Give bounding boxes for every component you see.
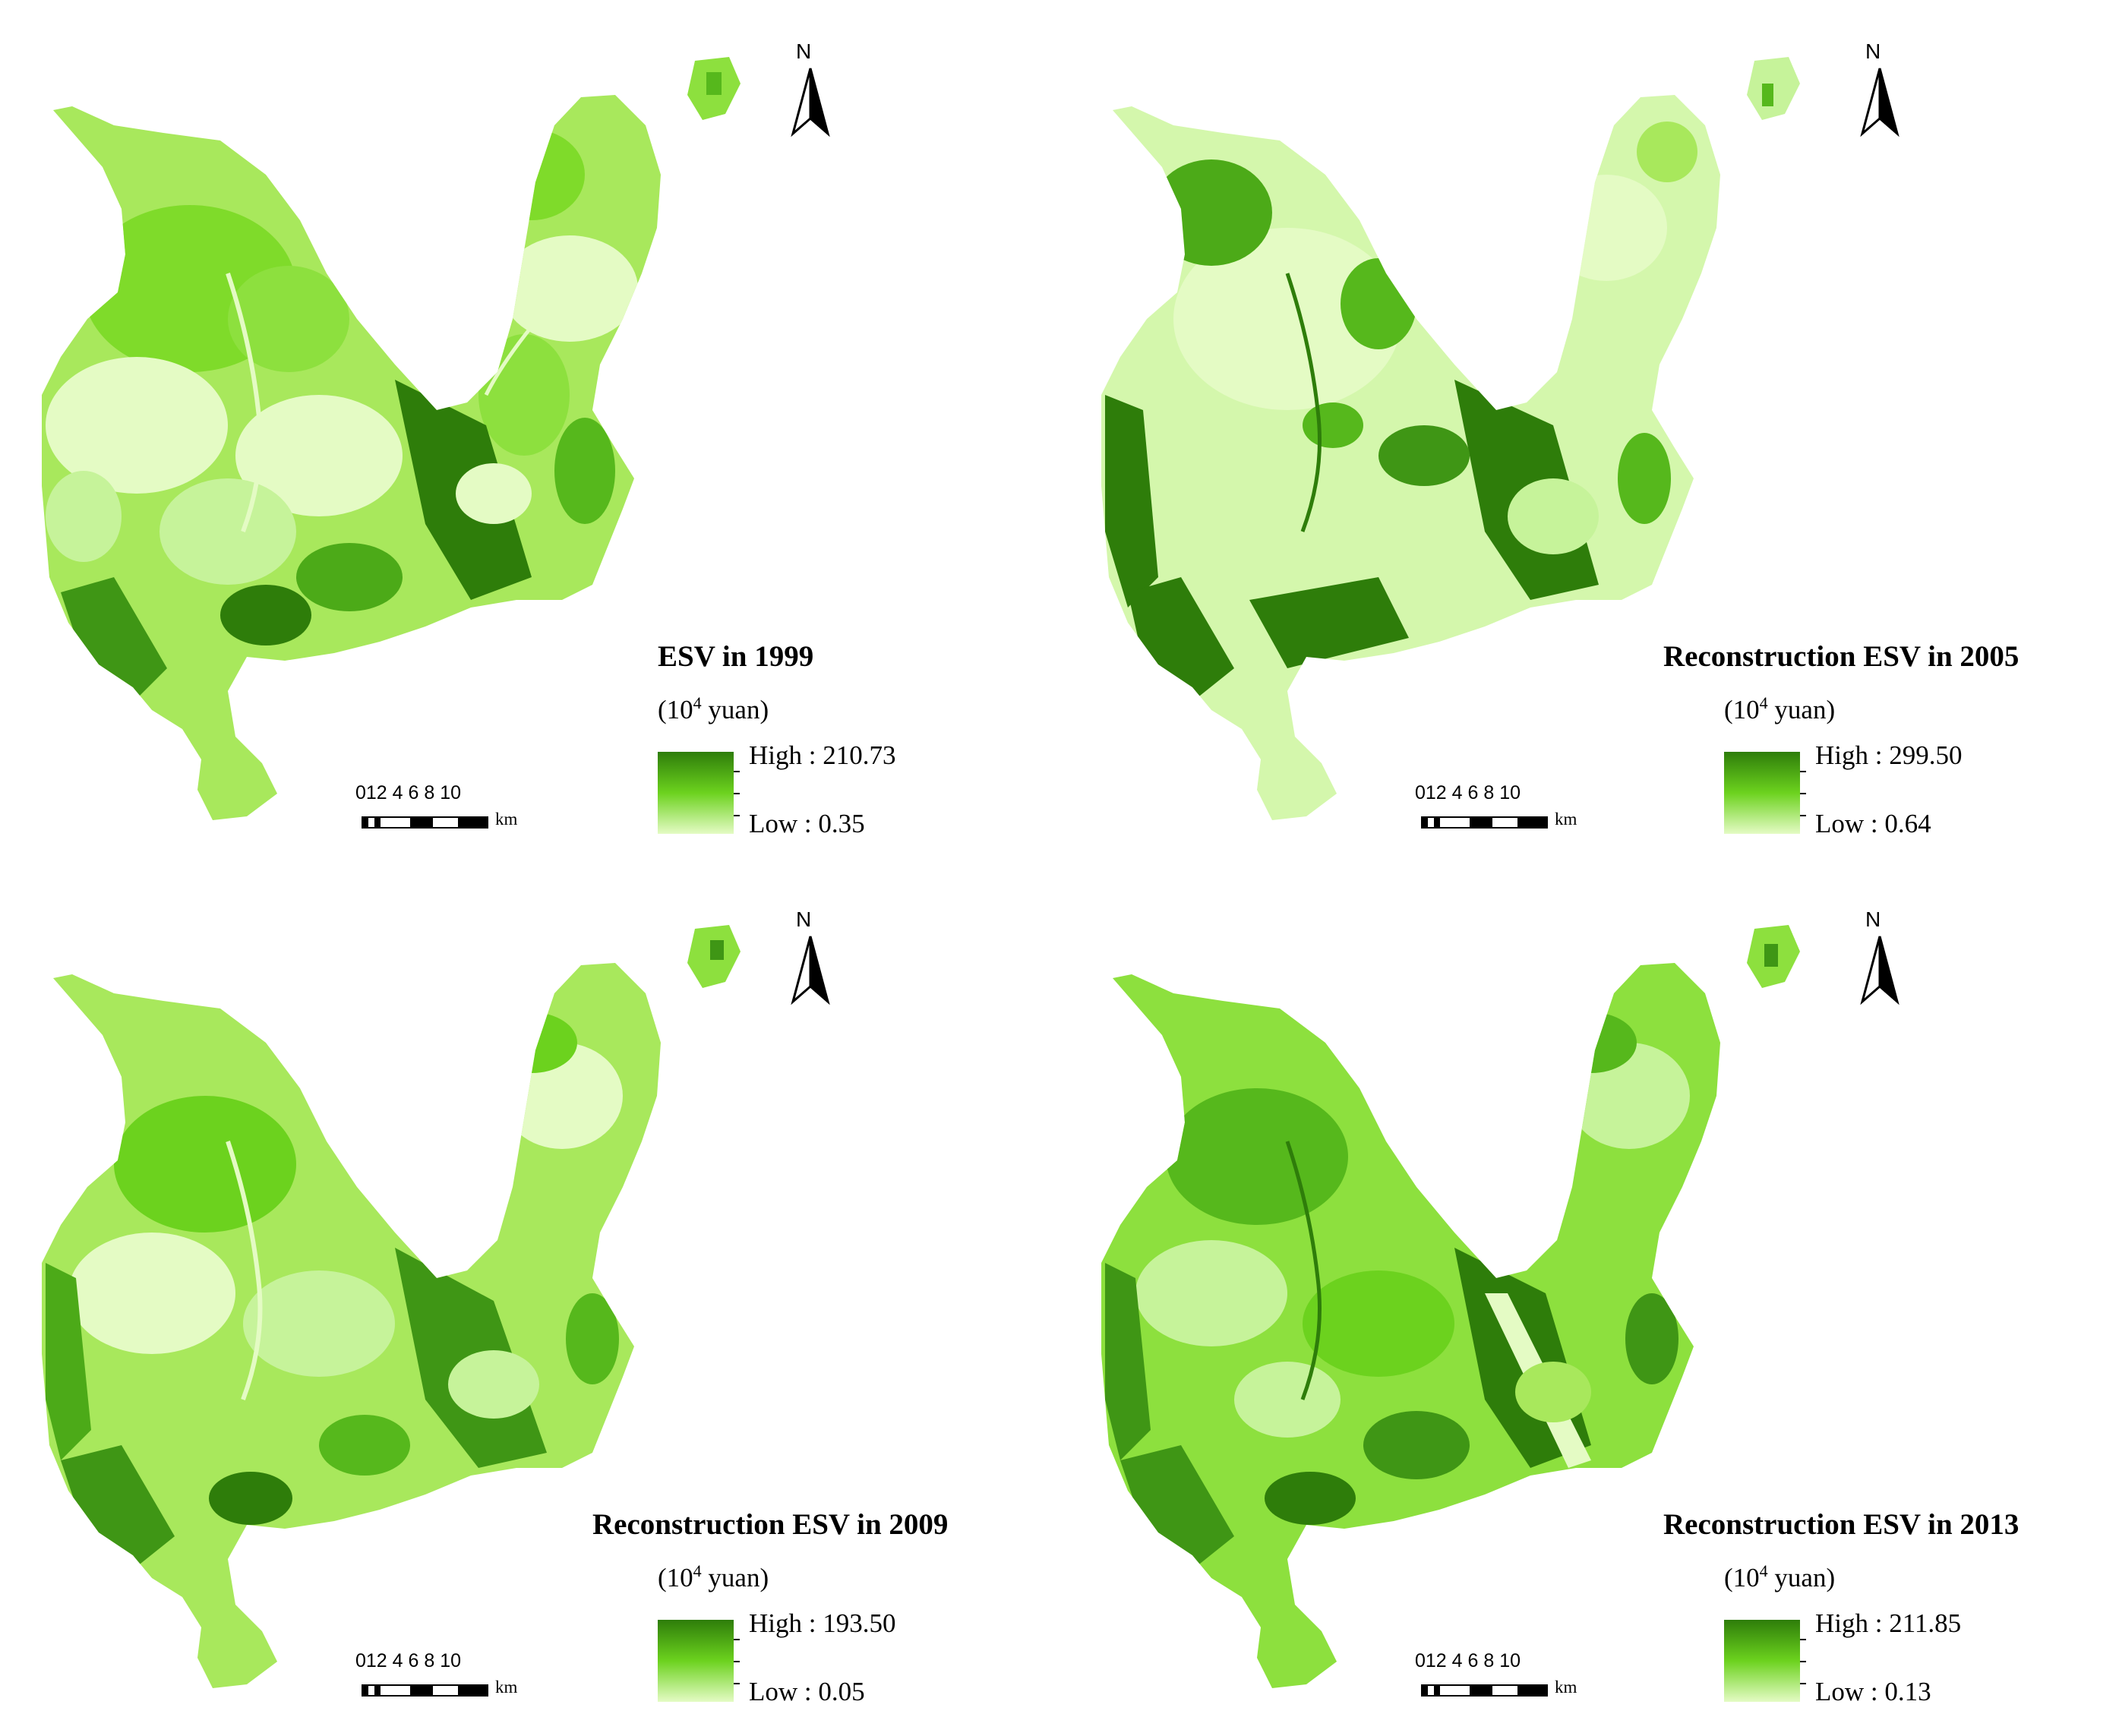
map-islet-2009 <box>687 925 741 988</box>
scale-unit: km <box>495 810 518 829</box>
scale-unit: km <box>1555 810 1577 829</box>
map-body-2009 <box>42 963 661 1688</box>
legend-unit: (104 yuan) <box>658 693 769 724</box>
legend-color-ramp <box>658 752 740 834</box>
legend-color-ramp <box>1724 1620 1806 1702</box>
scale-bar-labels: 012 4 6 8 10 <box>1415 1650 1521 1671</box>
legend-unit: (104 yuan) <box>658 1561 769 1592</box>
scale-unit: km <box>495 1678 518 1697</box>
map-body-1999 <box>42 95 661 820</box>
legend-high-value: High : 193.50 <box>749 1608 896 1638</box>
legend-high-value: High : 210.73 <box>749 740 896 770</box>
legend-high-value: High : 299.50 <box>1815 740 1963 770</box>
scale-bar <box>1421 816 1548 829</box>
legend-low-value: Low : 0.35 <box>749 809 865 838</box>
north-label: N <box>1865 907 1881 931</box>
north-arrow-icon <box>791 68 830 137</box>
esv-map-1999 <box>42 57 741 820</box>
map-body-2005 <box>1101 95 1720 820</box>
map-islet-2013 <box>1747 925 1800 988</box>
north-label: N <box>1865 39 1881 63</box>
scale-bar-labels: 012 4 6 8 10 <box>355 782 462 803</box>
legend-low-value: Low : 0.13 <box>1815 1677 1931 1706</box>
legend-title: ESV in 1999 <box>658 640 814 673</box>
legend-high-value: High : 211.85 <box>1815 1608 1962 1638</box>
map-panel-2013: N 012 4 6 8 10 km Reconstruction ESV in … <box>1060 868 2119 1736</box>
map-body-2013 <box>1101 963 1720 1688</box>
north-arrow-icon <box>791 936 830 1005</box>
legend-color-ramp <box>1724 752 1806 834</box>
legend-low-value: Low : 0.64 <box>1815 809 1931 838</box>
north-label: N <box>796 39 812 63</box>
esv-map-2013 <box>1101 925 1800 1688</box>
scale-unit: km <box>1555 1678 1577 1697</box>
legend-title: Reconstruction ESV in 2009 <box>592 1508 949 1541</box>
esv-map-2009 <box>42 925 741 1688</box>
legend-low-value: Low : 0.05 <box>749 1677 865 1706</box>
scale-bar-labels: 012 4 6 8 10 <box>355 1650 462 1671</box>
map-islet-2005 <box>1747 57 1800 120</box>
map-panel-2005: N 012 4 6 8 10 km Reconstruction ESV in … <box>1060 0 2119 868</box>
legend-unit: (104 yuan) <box>1724 693 1836 724</box>
scale-bar-labels: 012 4 6 8 10 <box>1415 782 1521 803</box>
legend-color-ramp <box>658 1620 740 1702</box>
north-arrow-icon <box>1860 68 1900 137</box>
scale-bar <box>1421 1684 1548 1697</box>
north-label: N <box>796 907 812 931</box>
map-islet-1999 <box>687 57 741 120</box>
scale-bar <box>362 816 488 829</box>
legend-unit: (104 yuan) <box>1724 1561 1836 1592</box>
esv-map-2005 <box>1101 57 1800 820</box>
map-panel-1999: N 012 4 6 8 10 km ESV in 1999 (104 yuan) <box>0 0 1060 868</box>
north-arrow-icon <box>1860 936 1900 1005</box>
legend-title: Reconstruction ESV in 2005 <box>1663 640 2020 673</box>
legend-title: Reconstruction ESV in 2013 <box>1663 1508 2020 1541</box>
scale-bar <box>362 1684 488 1697</box>
map-panel-2009: N 012 4 6 8 10 km Reconstruction ESV in … <box>0 868 1060 1736</box>
